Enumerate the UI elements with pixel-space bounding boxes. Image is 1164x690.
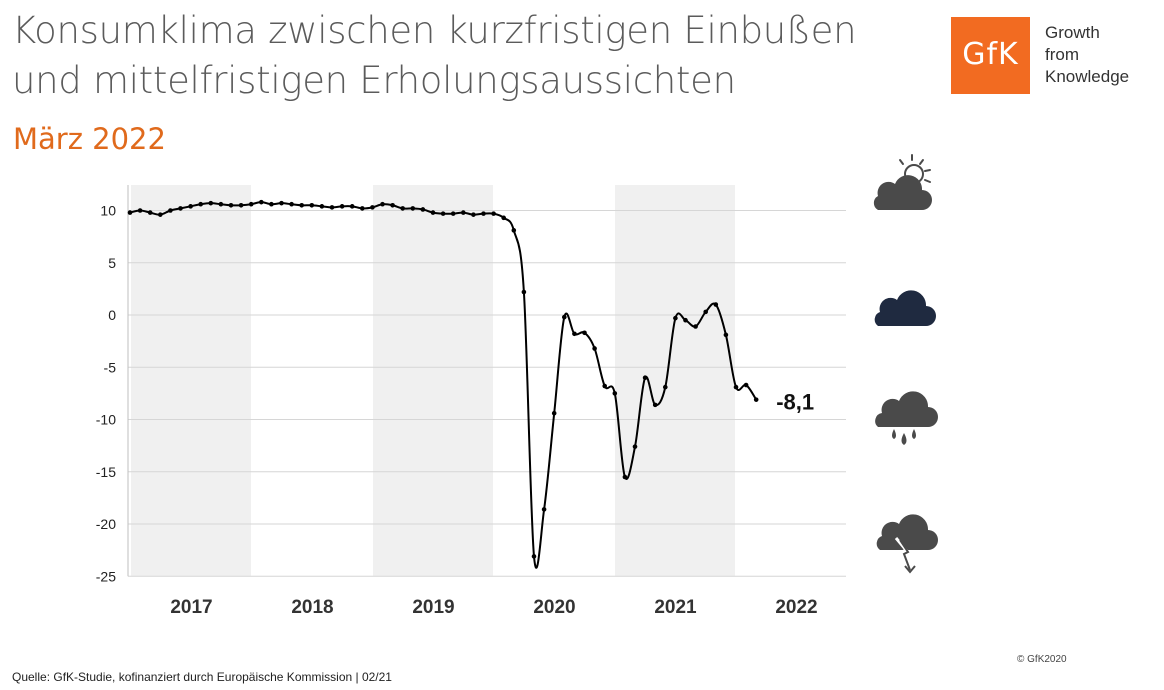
- data-point: [602, 383, 607, 389]
- page-subtitle: März 2022: [13, 122, 166, 156]
- data-point: [461, 210, 466, 215]
- data-point: [339, 204, 345, 209]
- data-point: [360, 206, 365, 211]
- data-point: [309, 202, 315, 208]
- tagline-line-2: from: [1045, 45, 1079, 64]
- cloud-icon: [874, 290, 936, 326]
- x-year-label: 2022: [775, 597, 817, 618]
- data-point: [390, 202, 395, 208]
- data-point: [652, 402, 658, 408]
- year-band-2017: [131, 185, 251, 577]
- data-point: [188, 204, 193, 209]
- gfk-logo-text: GfK: [962, 37, 1019, 72]
- data-point: [612, 391, 618, 396]
- data-point: [440, 211, 446, 216]
- end-value-label: -8,1: [776, 390, 814, 415]
- x-year-label: 2018: [291, 597, 333, 618]
- x-year-label: 2019: [412, 597, 454, 618]
- x-year-label: 2020: [533, 597, 575, 618]
- data-point: [713, 302, 719, 307]
- data-point: [491, 211, 496, 216]
- title-line-1: Konsumklima zwischen kurzfristigen Einbu…: [12, 9, 857, 52]
- data-point: [238, 202, 244, 208]
- year-band-2019: [373, 185, 493, 577]
- title-line-2: und mittelfristigen Erholungsaussichten: [12, 59, 736, 102]
- data-point: [683, 317, 688, 323]
- logo-tagline: Growth from Knowledge: [1045, 22, 1129, 88]
- data-point: [168, 208, 173, 213]
- data-point: [622, 474, 628, 480]
- data-point: [481, 211, 486, 216]
- data-point: [723, 332, 729, 338]
- data-point: [753, 397, 759, 402]
- data-point: [562, 314, 567, 320]
- data-point: [178, 206, 183, 211]
- page-title: Konsumklima zwischen kurzfristigen Einbu…: [12, 6, 912, 106]
- data-point: [279, 200, 284, 206]
- data-point: [269, 201, 274, 207]
- tagline-line-1: Growth: [1045, 23, 1100, 42]
- y-tick-label: 10: [100, 203, 116, 219]
- data-point: [511, 228, 517, 233]
- data-point: [400, 206, 406, 211]
- cloud-sun-icon: [873, 154, 932, 210]
- data-point: [582, 330, 587, 336]
- data-point: [743, 382, 749, 388]
- data-point: [572, 331, 577, 337]
- data-point: [127, 210, 133, 215]
- x-year-label: 2021: [654, 597, 697, 618]
- gfk-logo: GfK: [951, 17, 1030, 94]
- data-point: [299, 202, 305, 208]
- data-point: [259, 199, 264, 205]
- y-tick-label: 0: [108, 307, 116, 323]
- data-point: [592, 346, 597, 351]
- y-tick-label: -15: [96, 464, 116, 480]
- data-point: [420, 207, 426, 212]
- y-tick-label: -10: [96, 412, 116, 428]
- data-point: [521, 289, 527, 295]
- cloud-down-arrow-icon: [876, 514, 938, 574]
- data-point: [642, 375, 648, 381]
- y-tick-label: -25: [96, 568, 116, 584]
- data-point: [158, 212, 163, 217]
- data-point: [693, 324, 698, 329]
- data-point: [703, 309, 708, 315]
- data-point: [349, 204, 355, 209]
- data-point: [228, 202, 234, 208]
- cloud-rain-icon: [875, 391, 938, 445]
- data-point: [370, 205, 375, 210]
- data-point: [319, 204, 325, 209]
- data-point: [218, 201, 224, 207]
- data-point: [137, 208, 143, 213]
- source-note: Quelle: GfK-Studie, kofinanziert durch E…: [12, 670, 392, 684]
- data-point: [198, 201, 203, 207]
- data-point: [147, 210, 153, 215]
- y-tick-label: 5: [108, 255, 116, 271]
- data-point: [410, 206, 416, 211]
- data-point: [430, 210, 436, 215]
- data-point: [289, 201, 294, 207]
- data-point: [541, 507, 547, 512]
- data-point: [501, 215, 507, 221]
- data-point: [471, 212, 476, 217]
- year-band-2021: [615, 185, 735, 577]
- data-point: [551, 410, 557, 416]
- data-point: [248, 201, 254, 207]
- data-point: [531, 554, 537, 559]
- data-point: [380, 201, 385, 207]
- data-point: [208, 200, 214, 206]
- data-point: [632, 444, 638, 449]
- data-point: [329, 205, 335, 210]
- tagline-line-3: Knowledge: [1045, 67, 1130, 86]
- x-year-label: 2017: [170, 597, 212, 618]
- y-tick-label: -5: [104, 359, 117, 375]
- data-point: [450, 211, 456, 216]
- data-point: [663, 384, 668, 390]
- data-point: [673, 315, 678, 321]
- y-tick-label: -20: [96, 516, 116, 532]
- data-point: [733, 384, 739, 390]
- copyright-note: © GfK2020: [1017, 654, 1067, 665]
